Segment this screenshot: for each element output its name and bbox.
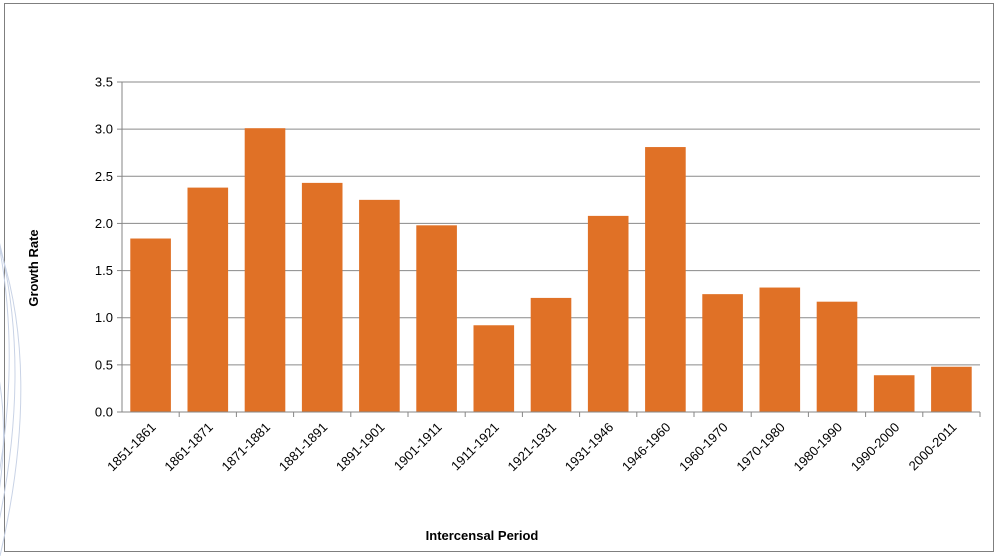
bar-1946-1960 <box>645 147 686 413</box>
y-tick-label: 0.5 <box>95 357 113 372</box>
y-axis-ticks: 0.0 0.5 1.0 1.5 2.0 2.5 3.0 3.5 <box>95 75 122 420</box>
decorative-curves <box>0 242 22 556</box>
x-tick-label: 1946-1960 <box>619 420 674 475</box>
x-tick-label: 1871-1881 <box>219 420 274 475</box>
y-tick-label: 3.5 <box>95 75 113 90</box>
bars <box>130 128 972 413</box>
x-tick-label: 1901-1911 <box>391 420 445 474</box>
bar-1871-1881 <box>244 128 286 412</box>
bar-1980-1990 <box>816 301 858 412</box>
x-tick-label: 1931-1946 <box>562 420 617 475</box>
bar-2000-2011 <box>931 366 972 412</box>
bar-1881-1891 <box>301 182 343 412</box>
x-tick-label: 1861-1871 <box>161 420 216 475</box>
x-tick-label: 1921-1931 <box>505 420 560 475</box>
x-tick-label: 1911-1921 <box>448 420 502 474</box>
y-tick-label: 1.5 <box>95 263 113 278</box>
y-tick-label: 1.0 <box>95 310 113 325</box>
x-axis-ticks: 1851-1861 1861-1871 1871-1881 1881-1891 1891… <box>104 412 981 475</box>
bar-1901-1911 <box>416 225 457 412</box>
x-tick-label: 1970-1980 <box>733 420 788 475</box>
bar-1931-1946 <box>587 215 629 412</box>
bar-1990-2000 <box>873 375 915 412</box>
bar-1970-1980 <box>759 287 801 412</box>
y-tick-label: 3.0 <box>95 122 113 137</box>
x-tick-label: 1881-1891 <box>276 420 331 475</box>
x-tick-label: 1980-1990 <box>791 420 846 475</box>
bar-1921-1931 <box>530 297 572 412</box>
x-axis-title: Intercensal Period <box>426 528 539 543</box>
y-axis-title: Growth Rate <box>26 229 41 306</box>
bar-1851-1861 <box>130 238 171 412</box>
x-tick-label: 1891-1901 <box>333 420 388 475</box>
bar-1911-1921 <box>473 325 515 412</box>
y-tick-label: 0.0 <box>95 405 113 420</box>
x-tick-label: 2000-2011 <box>906 420 960 474</box>
bar-1960-1970 <box>702 294 743 412</box>
x-tick-label: 1990-2000 <box>848 420 903 475</box>
bar-1891-1901 <box>359 199 400 412</box>
y-tick-label: 2.5 <box>95 169 113 184</box>
x-tick-label: 1960-1970 <box>676 420 731 475</box>
bar-1861-1871 <box>187 187 229 412</box>
y-tick-label: 2.0 <box>95 216 113 231</box>
x-tick-label: 1851-1861 <box>104 420 159 475</box>
